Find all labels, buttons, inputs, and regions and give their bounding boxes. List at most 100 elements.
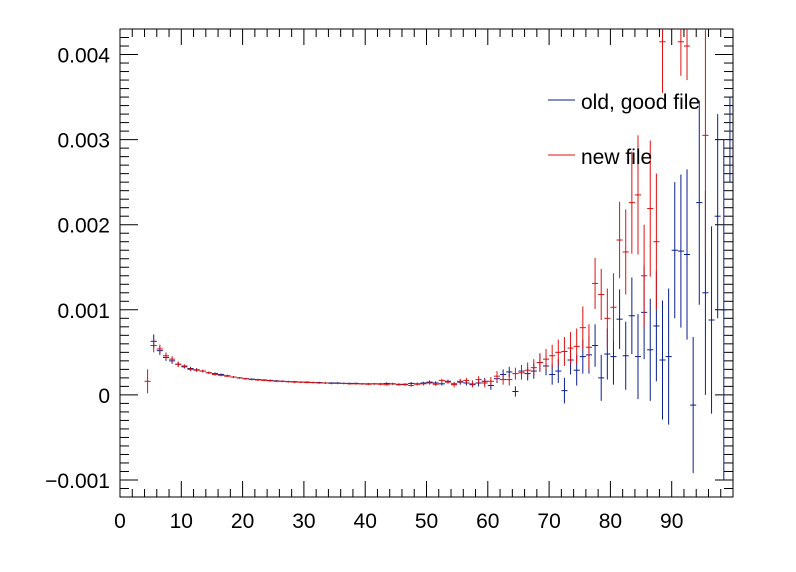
data-point <box>475 376 482 383</box>
data-point <box>181 364 188 368</box>
data-point <box>512 367 519 380</box>
data-point <box>420 382 427 386</box>
data-point <box>150 338 157 353</box>
data-point <box>438 382 445 386</box>
y-tick-label: −0.001 <box>45 470 110 493</box>
data-point <box>340 382 347 385</box>
data-point <box>683 29 691 81</box>
data-point <box>432 382 439 386</box>
data-point <box>310 381 317 384</box>
data-point <box>610 273 617 342</box>
data-point <box>414 382 421 386</box>
data-point <box>481 378 488 388</box>
data-point <box>585 324 593 371</box>
data-point <box>463 377 470 383</box>
data-point <box>359 382 366 385</box>
data-point <box>438 378 445 383</box>
data-point <box>493 371 501 382</box>
data-point <box>647 140 654 277</box>
data-point <box>616 289 623 349</box>
data-point <box>604 288 611 349</box>
data-point <box>653 173 660 310</box>
x-tick-label: 30 <box>292 510 315 533</box>
data-point <box>500 374 507 385</box>
data-point <box>328 382 335 385</box>
data-point <box>285 380 292 383</box>
data-point <box>518 365 525 380</box>
data-point <box>696 100 703 305</box>
y-tick-labels: −0.001 0 0.001 0.002 0.003 0.004 <box>45 45 110 493</box>
data-point <box>726 97 733 183</box>
data-point <box>451 382 458 388</box>
data-point <box>444 380 452 384</box>
data-point <box>346 382 353 385</box>
y-tick-label: 0.003 <box>57 130 110 153</box>
data-point <box>162 352 170 360</box>
data-point <box>144 369 151 394</box>
data-point <box>579 306 586 349</box>
data-point <box>598 354 605 401</box>
data-point <box>187 367 194 372</box>
data-point <box>224 375 231 378</box>
x-tick-label: 90 <box>660 510 683 533</box>
data-point <box>211 373 219 376</box>
data-point <box>598 268 605 321</box>
data-point <box>267 380 274 382</box>
data-point <box>542 348 550 370</box>
data-point <box>702 29 709 255</box>
data-point <box>592 324 599 367</box>
data-point <box>561 377 568 404</box>
data-point <box>512 386 519 397</box>
data-point <box>536 353 543 372</box>
data-point <box>426 381 433 385</box>
data-point <box>169 356 176 363</box>
data-point <box>665 288 672 425</box>
data-point <box>334 382 341 385</box>
data-point <box>549 344 556 367</box>
y-tick-label: 0 <box>98 385 110 408</box>
data-point <box>720 139 727 480</box>
data-point <box>616 201 623 279</box>
data-point <box>683 169 691 340</box>
data-point <box>634 135 642 255</box>
data-point <box>530 359 537 377</box>
data-point <box>218 374 225 377</box>
axis-ticks <box>119 28 734 498</box>
data-point <box>592 257 599 309</box>
data-point <box>316 382 323 384</box>
y-tick-label: 0.004 <box>57 45 110 68</box>
data-point <box>561 337 568 366</box>
data-point <box>175 361 182 367</box>
legend-label-new: new file <box>581 146 652 169</box>
x-tick-label: 80 <box>599 510 622 533</box>
data-point <box>242 377 249 380</box>
data-point <box>297 381 304 383</box>
data-point <box>193 368 200 372</box>
data-point <box>634 314 642 400</box>
data-point <box>230 376 237 379</box>
data-point <box>273 380 280 383</box>
data-point <box>714 114 721 319</box>
data-point <box>708 226 715 414</box>
data-point <box>641 224 648 327</box>
data-point <box>457 378 464 384</box>
data-point <box>622 209 629 295</box>
x-tick-labels: 0 10 20 30 40 50 60 70 80 90 <box>114 510 683 533</box>
data-point <box>487 377 494 386</box>
x-tick-label: 10 <box>170 510 193 533</box>
data-point <box>628 151 635 254</box>
data-point <box>401 383 409 386</box>
data-point <box>647 298 654 401</box>
data-point <box>628 277 635 355</box>
y-tick-label: 0.001 <box>57 300 110 323</box>
x-tick-label: 0 <box>114 510 126 533</box>
data-marks <box>144 29 733 480</box>
data-point <box>469 380 476 388</box>
data-point <box>199 369 206 373</box>
data-point <box>622 321 629 390</box>
data-point <box>659 300 666 420</box>
data-point <box>567 331 574 365</box>
x-tick-label: 20 <box>231 510 254 533</box>
data-point <box>377 383 384 386</box>
data-point <box>365 383 372 386</box>
